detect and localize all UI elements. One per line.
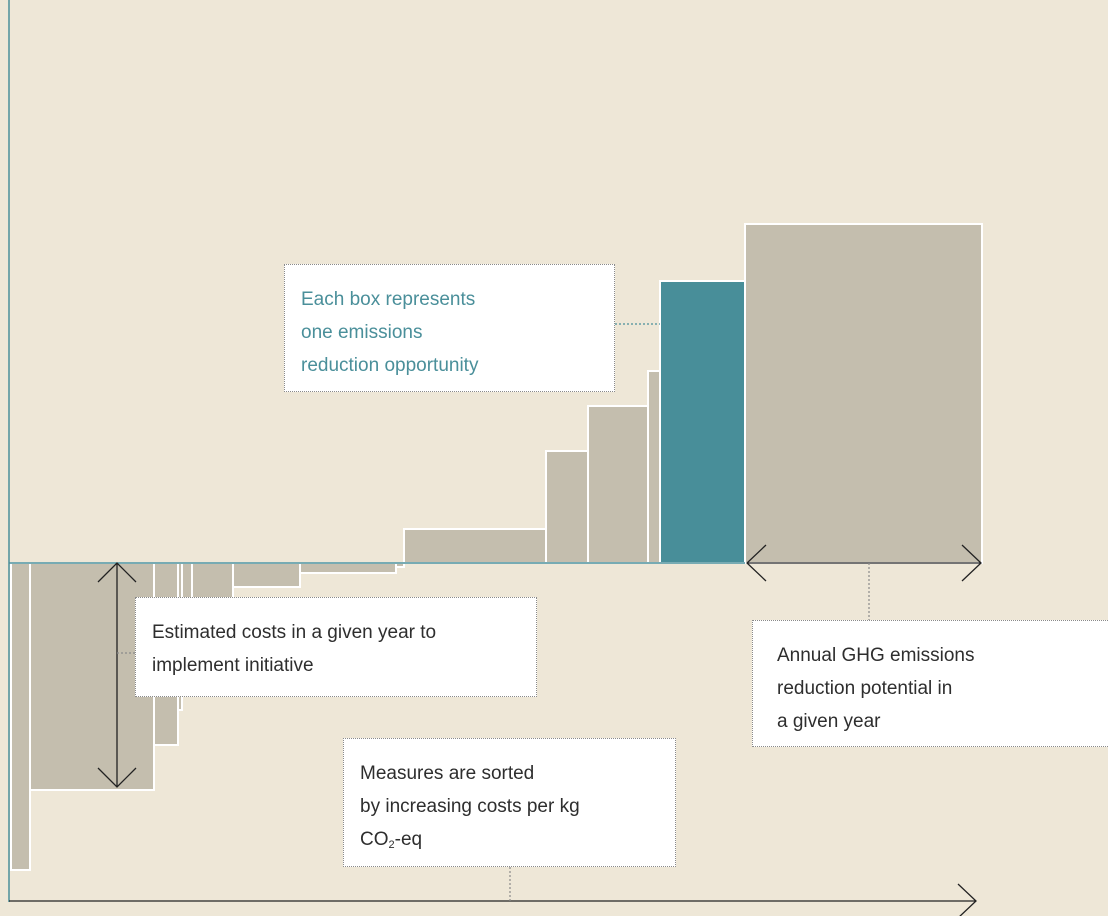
callout-box-represents: Each box represents one emissions reduct… bbox=[284, 264, 615, 392]
callout-costs-line-2: implement initiative bbox=[152, 649, 520, 682]
callout-reduction-potential: Annual GHG emissions reduction potential… bbox=[752, 620, 1108, 747]
x-axis bbox=[9, 884, 976, 916]
callout-potential-line-1: Annual GHG emissions bbox=[777, 639, 1105, 672]
box-15 bbox=[745, 224, 982, 563]
co2-suffix: -eq bbox=[395, 829, 422, 850]
callout-sorted-line-3: CO2-eq bbox=[360, 823, 659, 856]
box-highlight bbox=[660, 281, 745, 563]
callout-box-line-3: reduction opportunity bbox=[301, 349, 598, 382]
co2-prefix: CO bbox=[360, 829, 389, 850]
box-10 bbox=[404, 529, 546, 563]
box-11 bbox=[546, 451, 588, 563]
callout-potential-line-2: reduction potential in bbox=[777, 672, 1105, 705]
box-1 bbox=[11, 563, 30, 870]
callout-costs-line-1: Estimated costs in a given year to bbox=[152, 616, 520, 649]
callout-estimated-costs: Estimated costs in a given year to imple… bbox=[135, 597, 537, 697]
callout-sorted-measures: Measures are sorted by increasing costs … bbox=[343, 738, 676, 867]
callout-sorted-line-1: Measures are sorted bbox=[360, 757, 659, 790]
callout-box-line-2: one emissions bbox=[301, 316, 598, 349]
callout-potential-line-3: a given year bbox=[777, 705, 1105, 738]
box-12 bbox=[588, 406, 648, 563]
box-8 bbox=[300, 563, 396, 573]
callout-sorted-line-2: by increasing costs per kg bbox=[360, 790, 659, 823]
box-13 bbox=[648, 371, 660, 563]
callout-box-line-1: Each box represents bbox=[301, 283, 598, 316]
box-7 bbox=[233, 563, 300, 587]
